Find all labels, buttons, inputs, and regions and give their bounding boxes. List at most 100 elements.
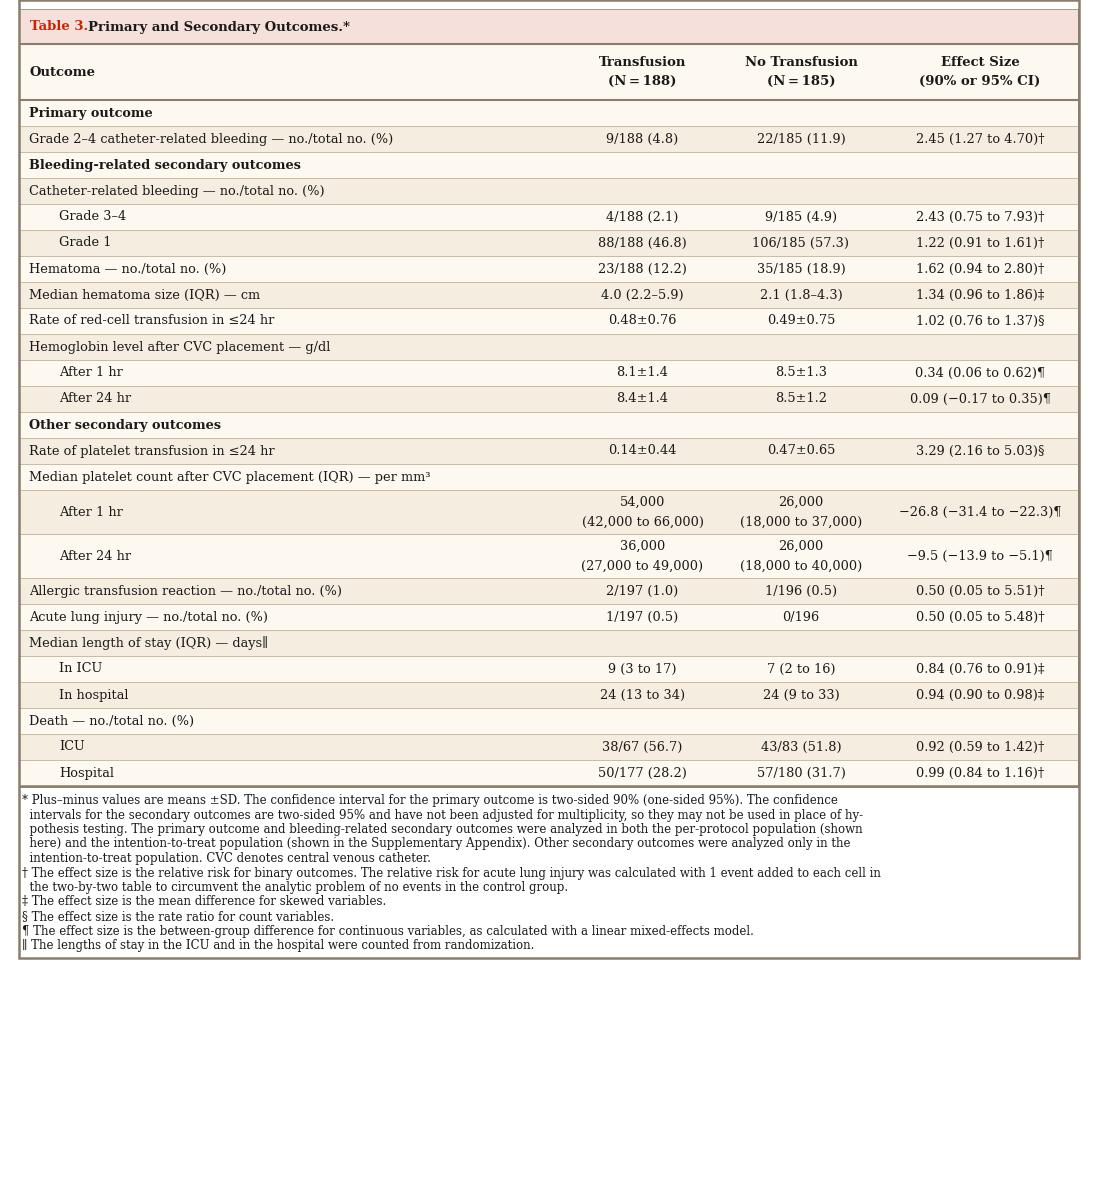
Bar: [20, 44, 1078, 100]
Bar: [20, 10, 1078, 44]
Text: After 24 hr: After 24 hr: [59, 550, 131, 563]
Text: Median length of stay (IQR) — days∥: Median length of stay (IQR) — days∥: [29, 636, 268, 650]
Text: Acute lung injury — no./total no. (%): Acute lung injury — no./total no. (%): [29, 611, 268, 624]
Text: 9 (3 to 17): 9 (3 to 17): [608, 662, 676, 676]
Text: After 24 hr: After 24 hr: [59, 392, 131, 406]
Text: 43/83 (51.8): 43/83 (51.8): [761, 740, 841, 754]
Text: 9/185 (4.9): 9/185 (4.9): [765, 210, 837, 223]
Text: Effect Size: Effect Size: [941, 56, 1019, 70]
Text: (90% or 95% CI): (90% or 95% CI): [919, 74, 1041, 88]
Text: Rate of platelet transfusion in ≤24 hr: Rate of platelet transfusion in ≤24 hr: [29, 444, 274, 457]
Text: (27,000 to 49,000): (27,000 to 49,000): [582, 559, 704, 572]
Text: 1/197 (0.5): 1/197 (0.5): [606, 611, 679, 624]
Text: Table 3.: Table 3.: [30, 20, 88, 34]
Bar: [20, 230, 1078, 256]
Text: * Plus–minus values are means ±SD. The confidence interval for the primary outco: * Plus–minus values are means ±SD. The c…: [22, 794, 838, 806]
Text: Grade 1: Grade 1: [59, 236, 112, 250]
Text: 0.94 (0.90 to 0.98)‡: 0.94 (0.90 to 0.98)‡: [916, 689, 1044, 702]
Bar: [20, 734, 1078, 760]
Text: 9/188 (4.8): 9/188 (4.8): [606, 132, 679, 145]
Bar: [20, 256, 1078, 282]
Text: Hematoma — no./total no. (%): Hematoma — no./total no. (%): [29, 263, 226, 276]
Text: 36,000: 36,000: [620, 540, 665, 552]
Text: (18,000 to 40,000): (18,000 to 40,000): [740, 559, 862, 572]
Text: 2.43 (0.75 to 7.93)†: 2.43 (0.75 to 7.93)†: [916, 210, 1044, 223]
Text: Outcome: Outcome: [29, 66, 96, 78]
Text: After 1 hr: After 1 hr: [59, 505, 123, 518]
Text: ICU: ICU: [59, 740, 85, 754]
Bar: [20, 438, 1078, 464]
Text: 24 (9 to 33): 24 (9 to 33): [763, 689, 839, 702]
Text: 0/196: 0/196: [783, 611, 819, 624]
Text: (42,000 to 66,000): (42,000 to 66,000): [582, 516, 704, 528]
Text: (N = 185): (N = 185): [766, 74, 836, 88]
Bar: [20, 152, 1078, 178]
Text: Grade 3–4: Grade 3–4: [59, 210, 126, 223]
Text: Other secondary outcomes: Other secondary outcomes: [29, 419, 221, 432]
Text: 0.50 (0.05 to 5.51)†: 0.50 (0.05 to 5.51)†: [916, 584, 1044, 598]
Text: Primary and Secondary Outcomes.*: Primary and Secondary Outcomes.*: [88, 20, 350, 34]
Text: (N = 188): (N = 188): [608, 74, 676, 88]
Bar: [20, 656, 1078, 682]
Bar: [20, 204, 1078, 230]
Bar: [20, 578, 1078, 604]
Text: 88/188 (46.8): 88/188 (46.8): [598, 236, 687, 250]
Text: Transfusion: Transfusion: [598, 56, 686, 70]
Text: 8.1±1.4: 8.1±1.4: [616, 366, 669, 379]
Bar: [20, 126, 1078, 152]
Text: Grade 2–4 catheter-related bleeding — no./total no. (%): Grade 2–4 catheter-related bleeding — no…: [29, 132, 393, 145]
Text: 106/185 (57.3): 106/185 (57.3): [752, 236, 850, 250]
Text: intervals for the secondary outcomes are two-sided 95% and have not been adjuste: intervals for the secondary outcomes are…: [22, 809, 863, 822]
Text: In ICU: In ICU: [59, 662, 102, 676]
Text: 0.48±0.76: 0.48±0.76: [608, 314, 676, 328]
Text: here) and the intention-to-treat population (shown in the Supplementary Appendix: here) and the intention-to-treat populat…: [22, 838, 851, 851]
Bar: [20, 178, 1078, 204]
Text: 57/180 (31.7): 57/180 (31.7): [757, 767, 845, 780]
Text: −9.5 (−13.9 to −5.1)¶: −9.5 (−13.9 to −5.1)¶: [907, 550, 1053, 563]
Text: No Transfusion: No Transfusion: [744, 56, 858, 70]
Text: Median hematoma size (IQR) — cm: Median hematoma size (IQR) — cm: [29, 288, 260, 301]
Text: Bleeding-related secondary outcomes: Bleeding-related secondary outcomes: [29, 158, 301, 172]
Text: 1.62 (0.94 to 2.80)†: 1.62 (0.94 to 2.80)†: [916, 263, 1044, 276]
Bar: [20, 708, 1078, 734]
Text: 2/197 (1.0): 2/197 (1.0): [606, 584, 679, 598]
Text: 26,000: 26,000: [778, 496, 824, 509]
Text: 2.1 (1.8–4.3): 2.1 (1.8–4.3): [760, 288, 842, 301]
Text: 7 (2 to 16): 7 (2 to 16): [766, 662, 836, 676]
Bar: [19, 0, 1079, 958]
Text: 22/185 (11.9): 22/185 (11.9): [757, 132, 845, 145]
Bar: [20, 308, 1078, 334]
Bar: [20, 386, 1078, 412]
Text: 0.50 (0.05 to 5.48)†: 0.50 (0.05 to 5.48)†: [916, 611, 1044, 624]
Text: Hemoglobin level after CVC placement — g/dl: Hemoglobin level after CVC placement — g…: [29, 341, 330, 354]
Bar: [20, 334, 1078, 360]
Bar: [20, 10, 1078, 786]
Text: 38/67 (56.7): 38/67 (56.7): [603, 740, 683, 754]
Text: § The effect size is the rate ratio for count variables.: § The effect size is the rate ratio for …: [22, 910, 334, 923]
Text: −26.8 (−31.4 to −22.3)¶: −26.8 (−31.4 to −22.3)¶: [899, 505, 1062, 518]
Text: 0.99 (0.84 to 1.16)†: 0.99 (0.84 to 1.16)†: [916, 767, 1044, 780]
Text: † The effect size is the relative risk for binary outcomes. The relative risk fo: † The effect size is the relative risk f…: [22, 866, 881, 880]
Text: Hospital: Hospital: [59, 767, 114, 780]
Text: 0.14±0.44: 0.14±0.44: [608, 444, 676, 457]
Bar: [20, 100, 1078, 126]
Text: 1.22 (0.91 to 1.61)†: 1.22 (0.91 to 1.61)†: [916, 236, 1044, 250]
Text: 0.34 (0.06 to 0.62)¶: 0.34 (0.06 to 0.62)¶: [915, 366, 1045, 379]
Bar: [20, 412, 1078, 438]
Text: 54,000: 54,000: [619, 496, 665, 509]
Text: 8.5±1.3: 8.5±1.3: [775, 366, 827, 379]
Text: 1.02 (0.76 to 1.37)§: 1.02 (0.76 to 1.37)§: [916, 314, 1044, 328]
Bar: [20, 682, 1078, 708]
Text: 35/185 (18.9): 35/185 (18.9): [757, 263, 845, 276]
Text: intention-to-treat population. CVC denotes central venous catheter.: intention-to-treat population. CVC denot…: [22, 852, 432, 865]
Text: 2.45 (1.27 to 4.70)†: 2.45 (1.27 to 4.70)†: [916, 132, 1044, 145]
Text: the two-by-two table to circumvent the analytic problem of no events in the cont: the two-by-two table to circumvent the a…: [22, 881, 568, 894]
Text: 24 (13 to 34): 24 (13 to 34): [600, 689, 685, 702]
Text: In hospital: In hospital: [59, 689, 128, 702]
Text: 26,000: 26,000: [778, 540, 824, 552]
Bar: [20, 534, 1078, 578]
Bar: [20, 760, 1078, 786]
Text: pothesis testing. The primary outcome and bleeding-related secondary outcomes we: pothesis testing. The primary outcome an…: [22, 823, 863, 836]
Text: Median platelet count after CVC placement (IQR) — per mm³: Median platelet count after CVC placemen…: [29, 470, 430, 484]
Bar: [20, 282, 1078, 308]
